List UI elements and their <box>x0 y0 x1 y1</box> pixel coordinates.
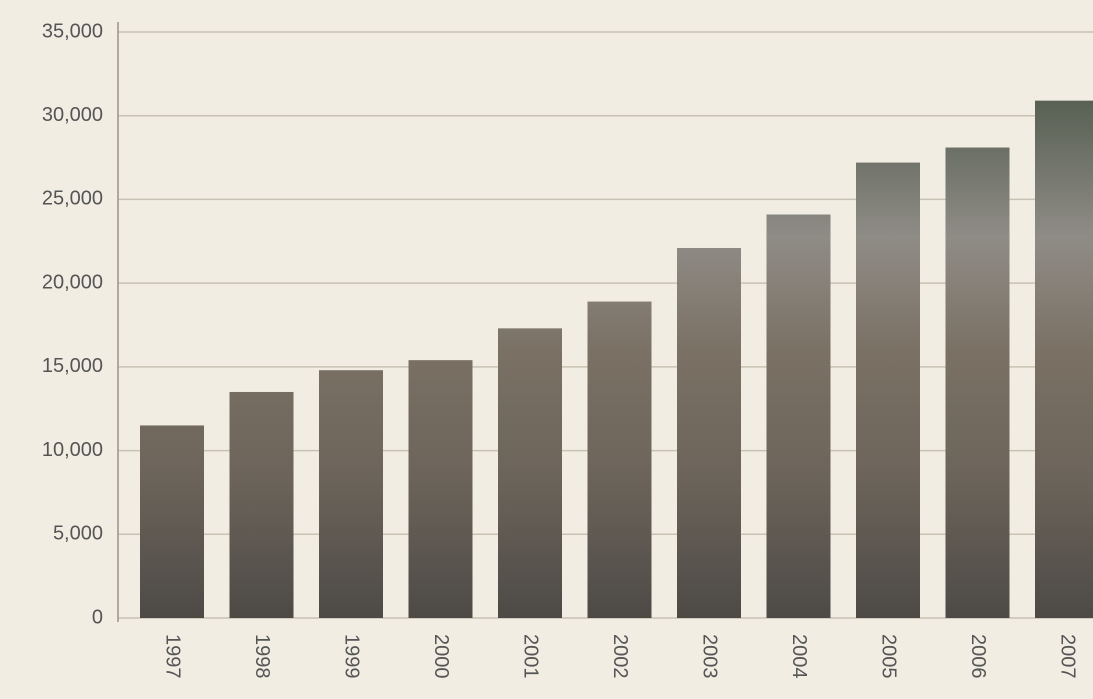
y-tick-label: 20,000 <box>42 271 103 293</box>
x-tick-label: 2003 <box>699 634 721 679</box>
bar <box>229 391 294 618</box>
x-tick-label: 1999 <box>341 634 363 679</box>
x-tick-label: 1998 <box>251 634 273 679</box>
x-tick-label: 2005 <box>878 634 900 679</box>
bar <box>140 425 204 618</box>
bar <box>498 328 562 618</box>
bar <box>856 162 920 618</box>
bar <box>677 247 741 619</box>
y-tick-label: 10,000 <box>42 439 103 461</box>
x-tick-label: 1997 <box>162 634 184 679</box>
x-tick-label: 2007 <box>1057 634 1079 679</box>
y-tick-label: 5,000 <box>53 523 103 545</box>
bar <box>587 301 652 618</box>
bar <box>408 360 473 618</box>
x-tick-label: 2001 <box>520 634 542 679</box>
x-tick-label: 2000 <box>430 634 452 679</box>
y-tick-label: 30,000 <box>42 104 103 126</box>
x-tick-label: 2006 <box>967 634 989 679</box>
y-tick-label: 15,000 <box>42 355 103 377</box>
bar <box>945 147 1010 619</box>
y-tick-label: 25,000 <box>42 188 103 210</box>
bar <box>1035 100 1093 619</box>
x-tick-label: 2004 <box>788 634 810 679</box>
y-tick-label: 35,000 <box>42 20 103 42</box>
y-tick-label: 0 <box>92 606 103 628</box>
x-tick-label: 2002 <box>609 634 631 679</box>
bar <box>766 214 831 619</box>
bar <box>319 370 383 618</box>
